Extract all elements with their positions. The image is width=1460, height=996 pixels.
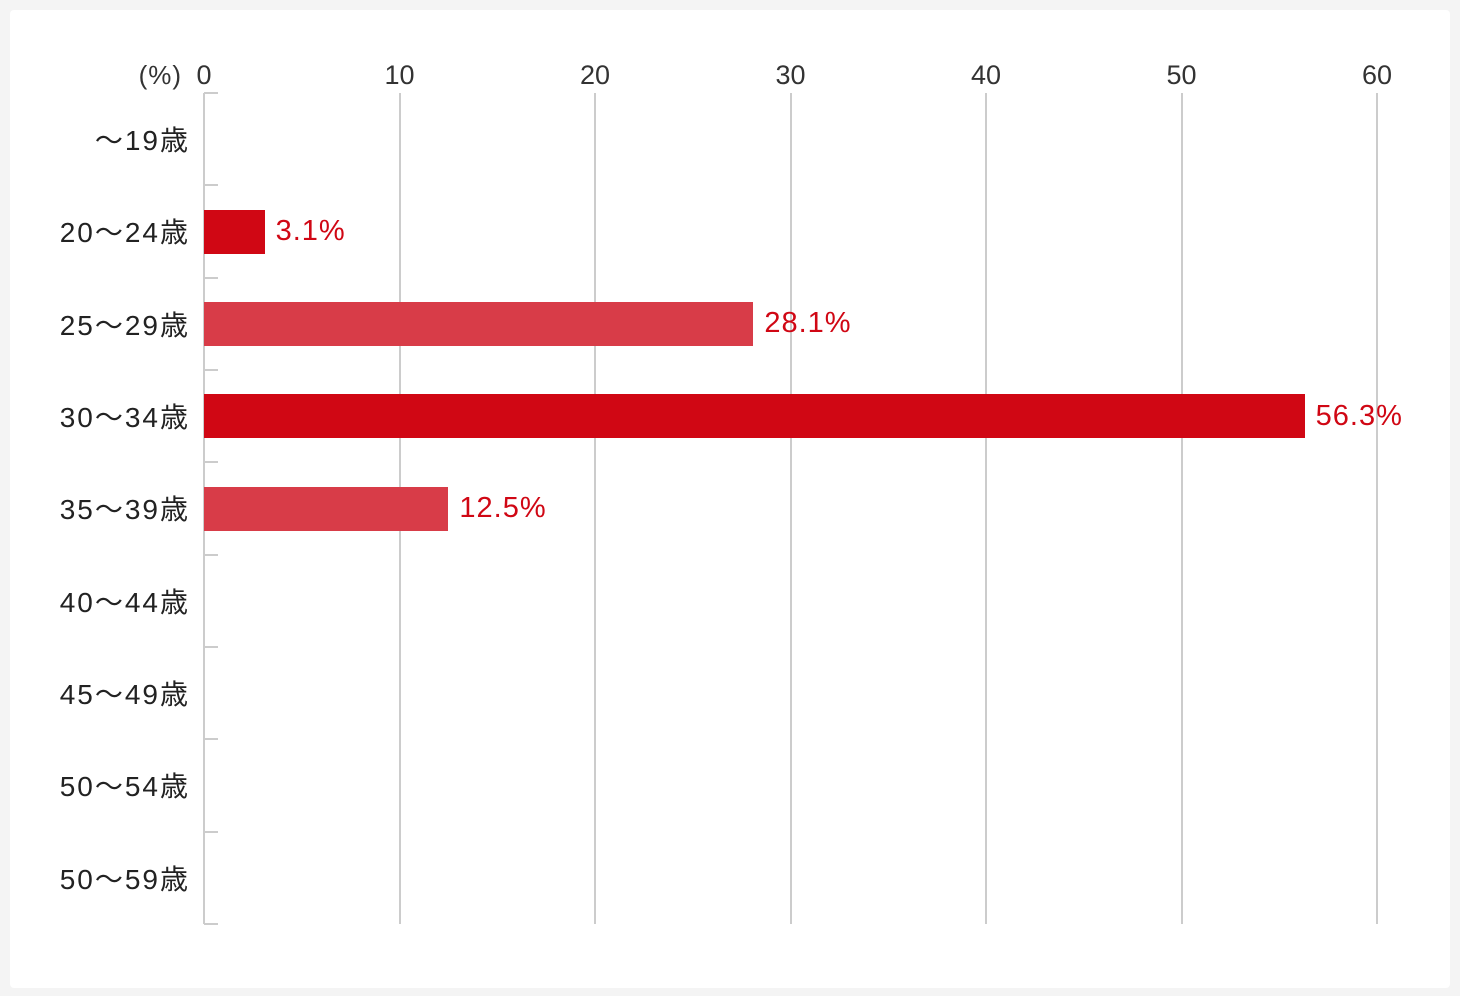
x-tick-label-0: 0 — [196, 60, 212, 90]
y-axis-tick — [204, 553, 218, 556]
x-tick-label-60: 60 — [1361, 60, 1393, 90]
category-label: 30～34歳 — [59, 402, 190, 434]
y-axis-tick — [204, 738, 218, 741]
bar — [204, 486, 449, 531]
y-axis-tick — [204, 184, 218, 187]
category-label: 45～49歳 — [59, 679, 190, 711]
y-axis-tick — [204, 92, 218, 94]
category-label: 50～54歳 — [59, 771, 190, 803]
gridline-50 — [1180, 93, 1183, 924]
x-tick-label-40: 40 — [970, 60, 1002, 90]
category-label: ～19歳 — [94, 125, 190, 157]
y-axis-tick — [204, 646, 218, 648]
bar-value-label: 28.1% — [764, 307, 852, 340]
x-axis-unit-label: (%) — [138, 60, 182, 90]
y-axis-tick — [204, 923, 218, 925]
category-label: 20～24歳 — [59, 217, 190, 249]
category-label: 40～44歳 — [59, 586, 190, 618]
gridline-30 — [789, 93, 792, 924]
category-label: 25～29歳 — [59, 309, 190, 341]
x-tick-label-20: 20 — [579, 60, 611, 90]
y-axis-tick — [204, 369, 218, 371]
age-distribution-bar-chart: (%) 0 10 20 30 40 50 60 ～19歳 20～24歳 25～29歳 30～34歳… — [10, 10, 1450, 988]
category-label: 50～59歳 — [59, 863, 190, 895]
gridline-40 — [985, 93, 987, 924]
bar-value-label: 3.1% — [275, 214, 346, 247]
gridline-60 — [1376, 93, 1378, 924]
bar — [204, 209, 265, 254]
bar — [204, 394, 1305, 439]
bar — [204, 301, 754, 346]
y-axis-tick — [204, 276, 218, 279]
gridline-20 — [594, 93, 596, 924]
chart-card: (%) 0 10 20 30 40 50 60 ～19歳 20～24歳 25～29歳 30～34歳… — [10, 10, 1450, 988]
category-label: 35～39歳 — [59, 494, 190, 526]
bar-value-label: 12.5% — [459, 491, 547, 524]
y-axis-tick — [204, 830, 218, 833]
x-tick-label-30: 30 — [775, 60, 806, 90]
x-tick-label-10: 10 — [384, 60, 415, 90]
bar-value-label: 56.3% — [1315, 399, 1403, 432]
x-tick-label-50: 50 — [1166, 60, 1197, 90]
y-axis-tick — [204, 461, 218, 464]
